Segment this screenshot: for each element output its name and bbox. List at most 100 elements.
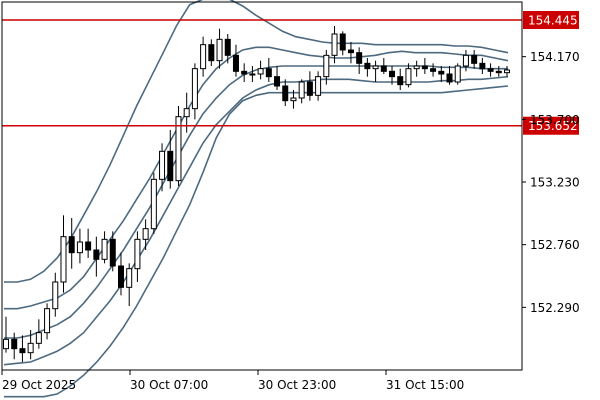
candle [224,34,231,64]
candle-body [265,68,272,78]
candle [265,58,272,82]
candle [479,58,486,74]
x-tick-label: 31 Oct 15:00 [386,378,464,392]
candle-body [372,65,379,70]
candle-body [35,332,42,344]
candle-body [290,97,297,102]
candle [446,66,453,85]
candle-body [397,76,404,86]
band-line-outer-upper [4,0,509,283]
candle [167,130,174,189]
candle-body [380,65,387,72]
candle-body [19,348,26,354]
candle-body [191,68,198,110]
band-line-inner-lower [3,75,509,366]
candle [405,63,412,88]
candle [347,42,354,64]
candle-body [438,70,445,75]
candle-body [93,249,100,260]
candle [430,63,437,77]
candle-body [232,54,239,72]
candle-body [298,81,305,99]
candle-body [216,38,223,62]
candle [60,215,67,293]
band-line-inner-upper [4,46,509,310]
y-axis-ticks: 154.170 153.700 153.230 152.760 152.290 [522,50,580,315]
y-tick-label: 154.170 [530,50,580,64]
candle [159,143,166,192]
axes [1,1,523,371]
candle [487,63,494,77]
x-tick-label: 30 Oct 07:00 [130,378,208,392]
y-tick-label: 153.230 [530,176,580,190]
candle [93,236,100,277]
candle-body [109,238,116,267]
candle [200,36,207,77]
candle [241,63,248,82]
candle-body [495,70,502,74]
candle [257,60,264,80]
candle [298,79,305,104]
candle [249,66,256,82]
candles [3,26,510,362]
candle [68,218,75,269]
level-price-tag [523,11,579,29]
candle [76,228,83,264]
candle-body [27,342,34,354]
candle-body [167,150,174,182]
candle [306,71,313,101]
candle-body [454,65,461,83]
candle-body [52,281,59,310]
x-tick-label: 29 Oct 2025 [2,378,76,392]
candle-body [339,33,346,51]
band-line-outer-lower [4,85,509,398]
candle-body [249,73,256,76]
candle [19,335,26,362]
candle [471,50,478,69]
candle [11,332,18,360]
candle [150,172,157,234]
candle [3,316,9,353]
candle [282,79,289,106]
candle-body [389,70,396,78]
x-axis-ticks: 29 Oct 2025 30 Oct 07:00 30 Oct 23:00 31 Oc… [1,370,464,392]
candle-body [117,265,124,288]
candle-body [405,68,412,86]
candle-body [126,268,133,288]
candle-body [487,68,494,72]
candle [331,26,338,64]
candle-body [257,68,264,75]
candle-body [134,238,141,270]
candle-body [175,116,182,182]
candle-body [274,76,281,87]
candle-body [241,70,248,75]
candle-body [208,44,215,62]
candle-body [76,241,83,254]
level-price-tag [523,116,579,135]
candle [126,263,133,306]
candle [175,106,182,186]
candle-body [142,228,149,240]
candle-body [11,338,18,350]
y-tick-label: 153.700 [530,113,580,127]
candle-body [356,52,363,64]
candle-body [331,33,338,56]
bollinger-bands [3,0,509,398]
candle [364,58,371,77]
candle-body [323,54,330,78]
candle [356,47,363,74]
candle [85,228,92,258]
candle [389,66,396,85]
candle [462,50,469,72]
candle-body [68,236,75,254]
candle-body [101,238,108,260]
candle [495,66,502,77]
candle-body [306,81,313,96]
candle [372,60,379,82]
candle [232,44,239,77]
x-tick-label: 30 Oct 23:00 [258,378,336,392]
candle [274,66,281,90]
candle-body [315,76,322,96]
candle [290,90,297,109]
candle-body [150,178,157,230]
